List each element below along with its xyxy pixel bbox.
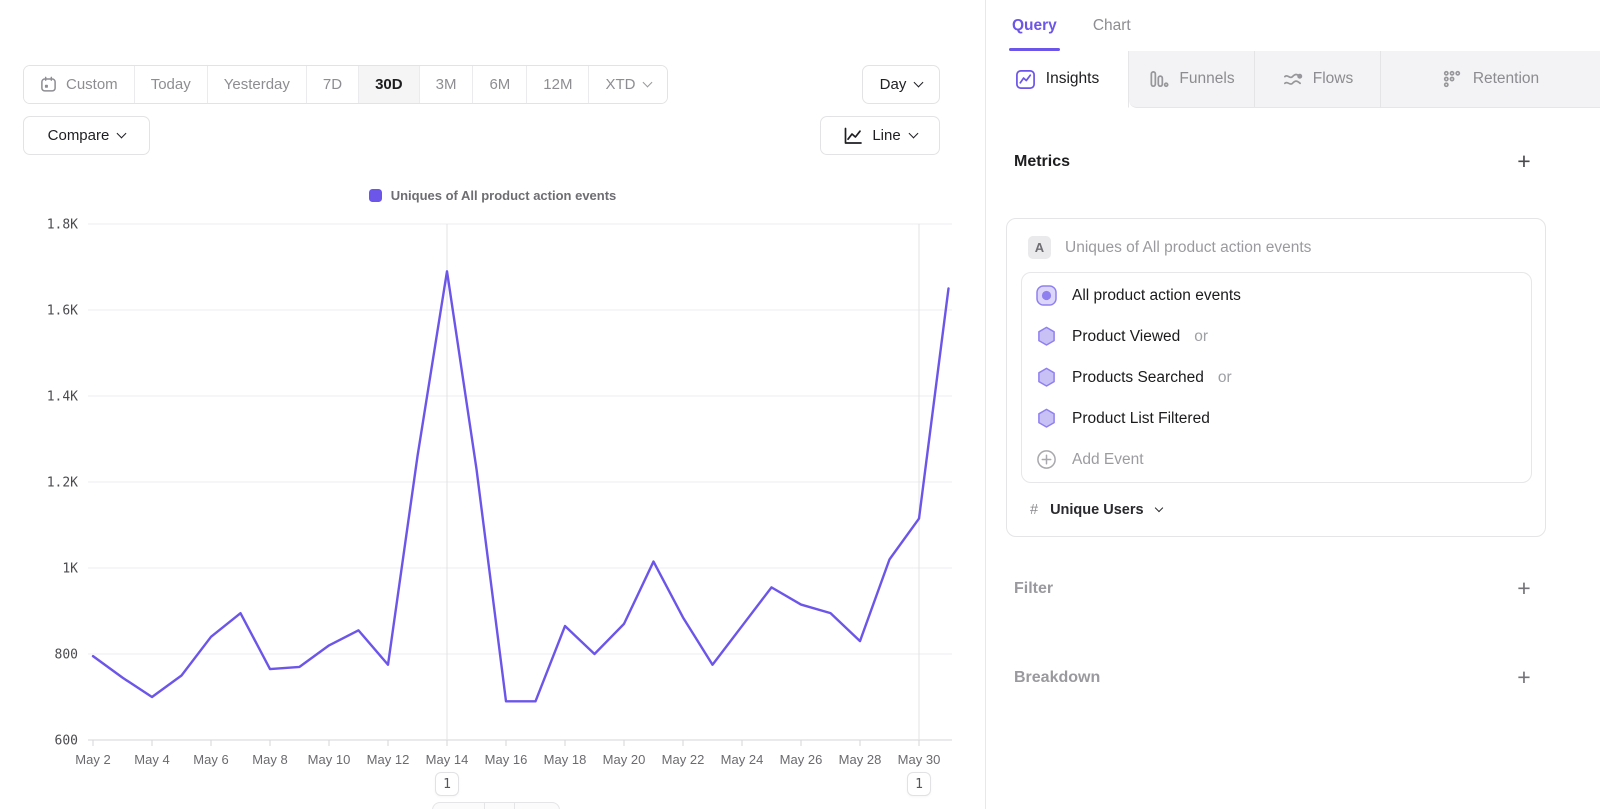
tab-query[interactable]: Query (1009, 0, 1060, 51)
add-breakdown-button[interactable]: + (1517, 664, 1531, 690)
x-tick-label: May 6 (193, 752, 228, 767)
series-line (91, 270, 950, 703)
event-hexagon-icon (1038, 408, 1055, 428)
x-tick-label: May 14 (426, 752, 469, 767)
range-button-7d[interactable]: 7D (306, 66, 360, 103)
breakdown-heading: Breakdown (1014, 669, 1101, 686)
y-tick-label: 1.4K (47, 390, 78, 405)
chevron-down-icon (1154, 503, 1163, 513)
annotation-badge[interactable]: 1 (907, 772, 931, 796)
number-symbol: # (1030, 502, 1039, 518)
event-row-product-viewed[interactable]: Product Viewed or (1022, 316, 1531, 357)
y-tick-label: 600 (55, 734, 78, 749)
legend-label: Uniques of All product action events (390, 188, 617, 203)
tab-chart[interactable]: Chart (1092, 16, 1131, 34)
x-tick-label: May 26 (780, 752, 823, 767)
view-tabs: Query Chart (1009, 0, 1131, 51)
x-tick-label: May 8 (252, 752, 287, 767)
event-row-products-searched[interactable]: Products Searched or (1022, 357, 1531, 398)
x-tick-label: May 12 (367, 752, 410, 767)
range-button-xtd[interactable]: XTD (589, 66, 668, 103)
x-tick-label: May 18 (544, 752, 587, 767)
compare-dropdown[interactable]: Compare (23, 116, 150, 155)
x-tick-label: May 2 (75, 752, 110, 767)
funnels-icon (1150, 70, 1169, 87)
x-tick-label: May 22 (662, 752, 705, 767)
y-tick-label: 1.2K (47, 476, 78, 491)
add-circle-icon (1037, 450, 1056, 469)
range-button-custom[interactable]: Custom (24, 66, 135, 103)
metric-card: A Uniques of All product action events A… (1006, 218, 1546, 537)
event-row-all-product-action-events[interactable]: All product action events (1022, 275, 1531, 316)
all-events-icon (1036, 285, 1057, 306)
range-button-30d[interactable]: 30D (359, 66, 420, 103)
chart-pane: Custom Today Yesterday 7D 30D 3M 6M 12M … (0, 0, 985, 809)
event-hexagon-icon (1038, 367, 1055, 387)
tab-retention[interactable]: Retention (1381, 51, 1600, 108)
chart-legend[interactable]: Uniques of All product action events (0, 188, 985, 203)
tab-flows[interactable]: Flows (1255, 51, 1381, 108)
measurement-dropdown[interactable]: # Unique Users (1030, 502, 1163, 518)
add-metric-button[interactable]: + (1517, 148, 1531, 174)
tab-funnels[interactable]: Funnels (1129, 51, 1255, 108)
event-label: Product Viewed (1072, 327, 1181, 345)
range-button-6m[interactable]: 6M (473, 66, 528, 103)
measurement-label: Unique Users (1050, 502, 1144, 518)
date-range-group: Custom Today Yesterday 7D 30D 3M 6M 12M … (23, 65, 669, 104)
retention-icon (1443, 70, 1460, 87)
event-label: All product action events (1072, 286, 1241, 304)
x-tick-label: May 10 (308, 752, 351, 767)
y-tick-label: 800 (55, 648, 78, 663)
flows-icon (1283, 73, 1302, 85)
add-filter-button[interactable]: + (1517, 575, 1531, 601)
metrics-heading: Metrics (1014, 153, 1071, 170)
line-chart[interactable]: 1.8K 1.6K 1.4K 1.2K 1K 800 600 May 2 May 4 May 6 M… (0, 0, 985, 809)
x-tick-label: May 28 (839, 752, 882, 767)
range-label: Custom (66, 76, 118, 93)
filter-heading: Filter (1014, 580, 1054, 597)
add-event-label: Add Event (1072, 450, 1144, 468)
metric-series-row[interactable]: A Uniques of All product action events (1028, 236, 1311, 259)
y-tick-label: 1K (62, 562, 78, 577)
event-operator: or (1194, 327, 1209, 345)
cutoff-control[interactable] (432, 802, 560, 809)
calendar-icon (41, 76, 56, 92)
x-tick-label: May 30 (898, 752, 941, 767)
legend-swatch (368, 189, 382, 202)
range-button-yesterday[interactable]: Yesterday (207, 66, 307, 103)
y-tick-label: 1.6K (47, 304, 78, 319)
query-panel: Query Chart Insights Funnels Flows (985, 0, 1600, 809)
series-title: Uniques of All product action events (1065, 238, 1312, 256)
event-label: Product List Filtered (1072, 409, 1210, 427)
insights-icon (1015, 69, 1035, 89)
event-hexagon-icon (1038, 326, 1055, 346)
line-chart-icon (844, 127, 863, 144)
add-event-button[interactable]: Add Event (1022, 439, 1531, 480)
range-button-3m[interactable]: 3M (419, 66, 474, 103)
range-button-12m[interactable]: 12M (527, 66, 590, 103)
x-tick-label: May 24 (721, 752, 764, 767)
report-tabs: Insights Funnels Flows Retention (986, 51, 1600, 108)
y-tick-label: 1.8K (47, 218, 78, 233)
range-button-today[interactable]: Today (134, 66, 208, 103)
x-tick-label: May 16 (485, 752, 528, 767)
event-label: Products Searched (1072, 368, 1204, 386)
event-operator: or (1217, 368, 1232, 386)
chart-type-dropdown[interactable]: Line (820, 116, 940, 155)
event-row-product-list-filtered[interactable]: Product List Filtered (1022, 398, 1531, 439)
series-badge: A (1028, 236, 1051, 259)
granularity-dropdown[interactable]: Day (862, 65, 940, 104)
event-list-card: All product action events Product Viewed… (1021, 272, 1532, 483)
x-tick-label: May 20 (603, 752, 646, 767)
x-tick-label: May 4 (134, 752, 169, 767)
annotation-badge[interactable]: 1 (435, 772, 459, 796)
tab-insights[interactable]: Insights (986, 51, 1129, 108)
